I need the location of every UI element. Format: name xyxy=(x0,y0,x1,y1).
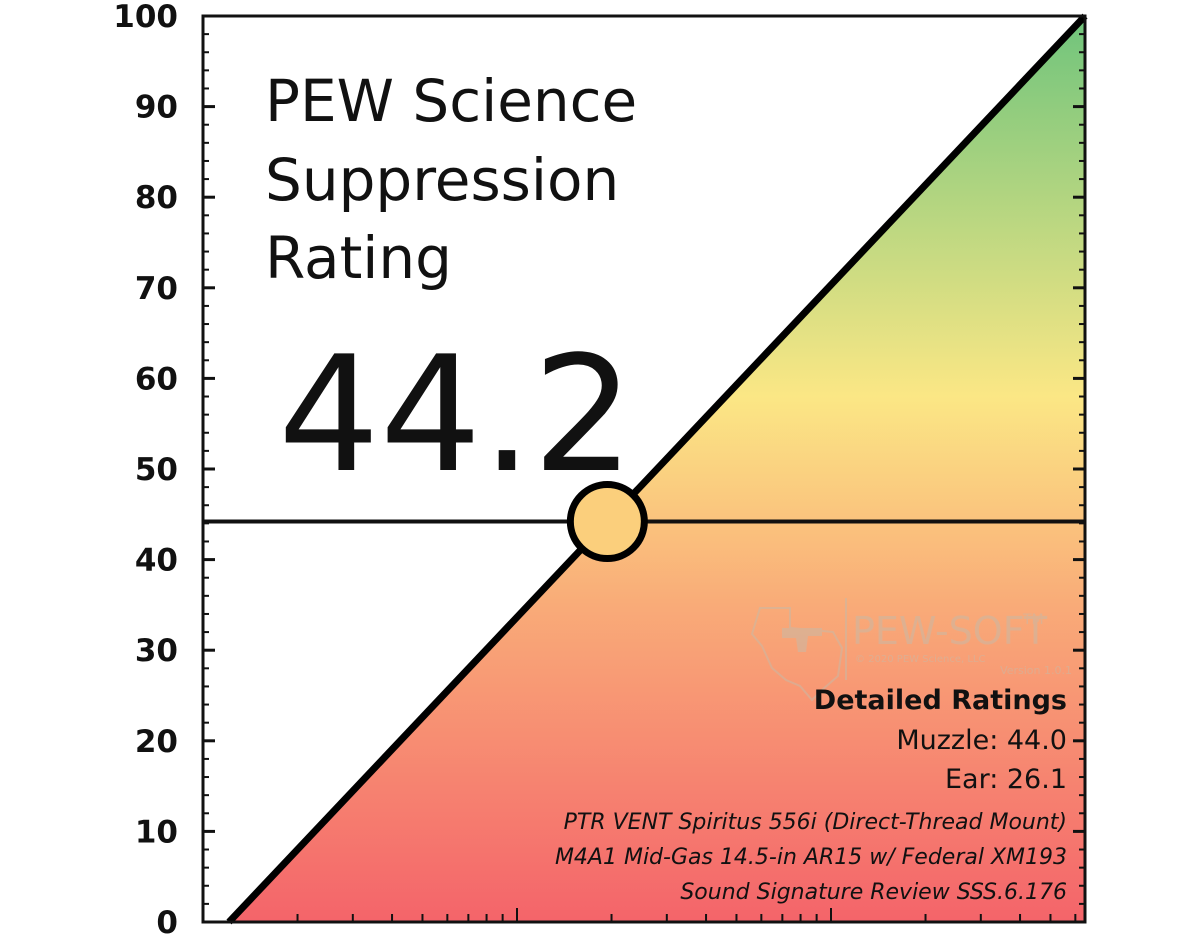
y-tick-label: 30 xyxy=(135,633,178,669)
watermark-trademark: TM xyxy=(1022,612,1044,628)
pew-soft-watermark: PEW-SOFT TM © 2020 PEW Science, LLC Vers… xyxy=(750,598,1072,702)
source-line-suppressor: PTR VENT Spiritus 556i (Direct-Thread Mo… xyxy=(564,810,1067,835)
watermark-version: Version 1.0.1 xyxy=(1000,664,1072,677)
y-tick-label: 10 xyxy=(135,814,178,850)
y-tick-label: 60 xyxy=(135,361,178,397)
details-heading: Detailed Ratings xyxy=(814,685,1067,716)
source-line-host: M4A1 Mid-Gas 14.5-in AR15 w/ Federal XM1… xyxy=(555,845,1067,870)
diagonal-reference-line xyxy=(226,13,1088,925)
y-tick-label: 80 xyxy=(135,180,178,216)
y-tick-label: 40 xyxy=(135,543,178,579)
muzzle-rating: Muzzle: 44.0 xyxy=(896,725,1067,756)
watermark-brand: PEW-SOFT xyxy=(852,609,1048,653)
source-line-review: Sound Signature Review SSS.6.176 xyxy=(680,880,1067,905)
rating-marker xyxy=(566,481,648,563)
ear-rating: Ear: 26.1 xyxy=(945,764,1067,795)
y-axis-tick-labels: 0 10 20 30 40 50 60 70 80 90 100 xyxy=(113,0,178,940)
chart-title-line-2: Suppression xyxy=(265,146,619,214)
y-tick-label: 90 xyxy=(135,90,178,126)
y-tick-label: 50 xyxy=(135,452,178,488)
y-tick-label: 70 xyxy=(135,271,178,307)
chart-title-line-1: PEW Science xyxy=(265,67,637,135)
plot-frame xyxy=(201,14,1087,924)
y-tick-label: 100 xyxy=(113,0,178,35)
watermark-copyright: © 2020 PEW Science, LLC xyxy=(855,654,985,665)
chart-title-line-3: Rating xyxy=(265,224,452,292)
y-tick-label: 0 xyxy=(156,905,178,940)
rating-value: 44.2 xyxy=(278,321,634,508)
y-tick-label: 20 xyxy=(135,724,178,760)
y-axis-ticks-left xyxy=(203,14,215,924)
pistol-icon xyxy=(782,628,822,652)
